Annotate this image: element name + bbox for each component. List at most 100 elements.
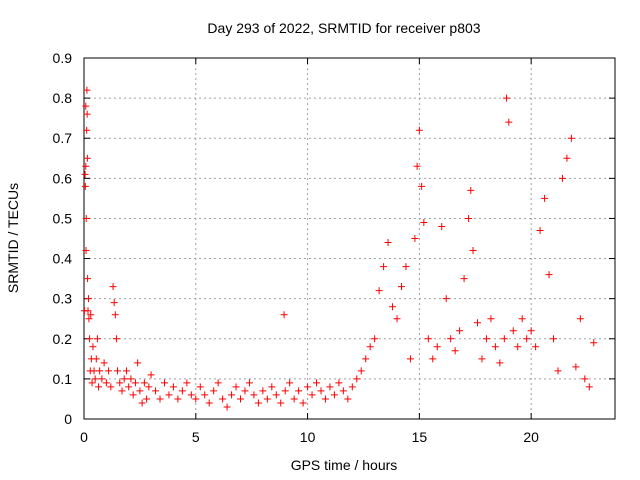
data-point	[451, 347, 459, 355]
y-tick-label: 0.1	[53, 371, 73, 387]
data-point	[308, 391, 316, 399]
data-point	[576, 315, 584, 323]
data-point	[541, 194, 549, 202]
data-point	[83, 110, 91, 118]
data-point	[321, 395, 329, 403]
data-point	[96, 367, 104, 375]
data-point	[375, 287, 383, 295]
data-point	[210, 387, 218, 395]
data-point	[174, 395, 182, 403]
data-point	[105, 367, 113, 375]
data-point	[122, 367, 130, 375]
data-point	[371, 335, 379, 343]
data-point	[491, 343, 499, 351]
data-point	[95, 383, 103, 391]
data-point	[84, 307, 92, 315]
data-point	[518, 315, 526, 323]
data-point	[487, 315, 495, 323]
y-axis-label: SRMTID / TECUs	[5, 183, 21, 293]
data-point	[563, 154, 571, 162]
data-point	[118, 387, 126, 395]
data-point	[83, 154, 91, 162]
data-point	[304, 383, 312, 391]
data-point	[353, 375, 361, 383]
data-point	[82, 162, 90, 170]
data-point	[82, 214, 90, 222]
data-point	[527, 327, 535, 335]
data-point	[397, 283, 405, 291]
data-point	[143, 395, 151, 403]
data-point	[82, 247, 90, 255]
data-point	[590, 339, 598, 347]
data-point	[92, 355, 100, 363]
data-point	[429, 355, 437, 363]
data-point	[335, 379, 343, 387]
data-point	[503, 94, 511, 102]
data-point	[460, 275, 468, 283]
data-point	[406, 355, 414, 363]
data-point	[237, 395, 245, 403]
data-point	[505, 118, 513, 126]
data-point	[299, 399, 307, 407]
data-point	[277, 399, 285, 407]
data-point	[183, 379, 191, 387]
data-point	[384, 239, 392, 247]
data-point	[120, 375, 128, 383]
data-point	[169, 383, 177, 391]
data-point	[196, 383, 204, 391]
data-point	[348, 383, 356, 391]
data-point	[281, 387, 289, 395]
data-point	[241, 387, 249, 395]
data-point	[102, 379, 110, 387]
data-point	[116, 379, 124, 387]
data-point	[280, 311, 288, 319]
data-point	[192, 395, 200, 403]
data-point	[165, 391, 173, 399]
data-point	[581, 375, 589, 383]
data-point	[85, 315, 93, 323]
data-point	[514, 343, 522, 351]
data-point	[433, 343, 441, 351]
data-point	[572, 363, 580, 371]
data-point	[295, 387, 303, 395]
data-point	[465, 214, 473, 222]
data-point	[438, 222, 446, 230]
data-point	[286, 379, 294, 387]
data-point	[268, 383, 276, 391]
axes-layer: 0 0.1 0.2 0.3 0.4 0.5 0.6 0.7 0.8 0.9 0 5 10 15 20	[53, 50, 616, 445]
data-point	[250, 391, 258, 399]
data-point	[467, 186, 475, 194]
x-axis-label: GPS time / hours	[291, 457, 398, 473]
data-point	[402, 263, 410, 271]
data-point	[160, 379, 168, 387]
data-point	[98, 375, 106, 383]
plot-frame	[83, 57, 616, 420]
data-point	[380, 263, 388, 271]
data-point	[545, 271, 553, 279]
data-point	[87, 311, 95, 319]
data-point	[357, 367, 365, 375]
data-point	[140, 379, 148, 387]
data-point	[478, 355, 486, 363]
data-point	[127, 375, 135, 383]
y-tick-label: 0.7	[53, 130, 73, 146]
data-point	[413, 162, 421, 170]
data-point	[81, 170, 89, 178]
data-point	[131, 379, 139, 387]
data-point	[187, 391, 195, 399]
data-point	[290, 395, 298, 403]
data-point	[442, 295, 450, 303]
data-point	[245, 379, 253, 387]
data-point	[219, 395, 227, 403]
data-point	[114, 367, 122, 375]
y-tick-label: 0.3	[53, 291, 73, 307]
y-tick-label: 0.9	[53, 50, 73, 66]
data-point	[136, 387, 144, 395]
data-point	[389, 303, 397, 311]
x-tick-label: 0	[80, 429, 88, 445]
data-point	[326, 383, 334, 391]
data-point	[82, 102, 90, 110]
data-point	[554, 367, 562, 375]
data-point	[259, 387, 267, 395]
data-point	[366, 343, 374, 351]
